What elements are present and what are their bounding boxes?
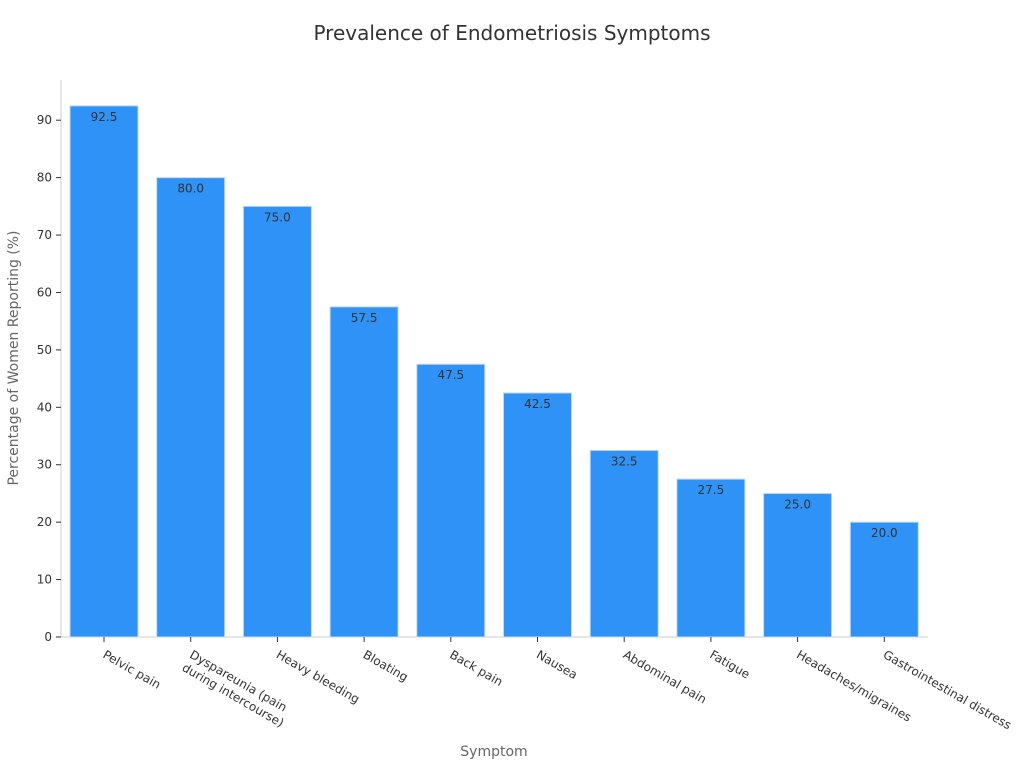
y-tick-label: 20 (37, 515, 52, 529)
data-label: 42.5 (524, 397, 551, 411)
y-tick-label: 50 (37, 343, 52, 357)
y-tick-label: 30 (37, 458, 52, 472)
y-tick-label: 40 (37, 400, 52, 414)
y-tick-label: 60 (37, 285, 52, 299)
chart-title: Prevalence of Endometriosis Symptoms (313, 21, 710, 45)
x-tick-label: Back pain (447, 647, 505, 689)
y-tick-label: 90 (37, 113, 52, 127)
y-axis-title: Percentage of Women Reporting (%) (6, 230, 22, 485)
y-tick-label: 70 (37, 228, 52, 242)
y-tick-label: 0 (44, 630, 52, 644)
bar (849, 521, 919, 638)
bar (503, 392, 572, 638)
data-label: 75.0 (264, 210, 291, 224)
x-tick-label: Nausea (534, 647, 580, 682)
x-tick-label: Fatigue (707, 647, 752, 681)
y-tick-label: 80 (37, 171, 52, 185)
bar (242, 205, 312, 638)
data-label: 27.5 (698, 483, 725, 497)
bar (763, 492, 833, 638)
x-tick-label: Abdominal pain (621, 647, 709, 706)
bar (69, 105, 139, 638)
x-axis-title: Symptom (460, 744, 527, 760)
bar (416, 363, 486, 638)
data-label: 57.5 (351, 311, 378, 325)
data-label: 47.5 (437, 368, 464, 382)
x-tick-label: Bloating (361, 647, 411, 684)
x-tick-label: Heavy bleeding (274, 647, 362, 706)
x-tick-label: Pelvic pain (101, 647, 164, 691)
data-label: 92.5 (91, 110, 118, 124)
data-label: 25.0 (784, 497, 811, 511)
data-label: 80.0 (177, 182, 204, 196)
bar (329, 306, 399, 638)
bar (589, 449, 659, 638)
bar (156, 177, 226, 638)
data-label: 32.5 (611, 454, 638, 468)
data-label: 20.0 (871, 526, 898, 540)
y-tick-label: 10 (37, 573, 52, 587)
bar (676, 478, 746, 638)
